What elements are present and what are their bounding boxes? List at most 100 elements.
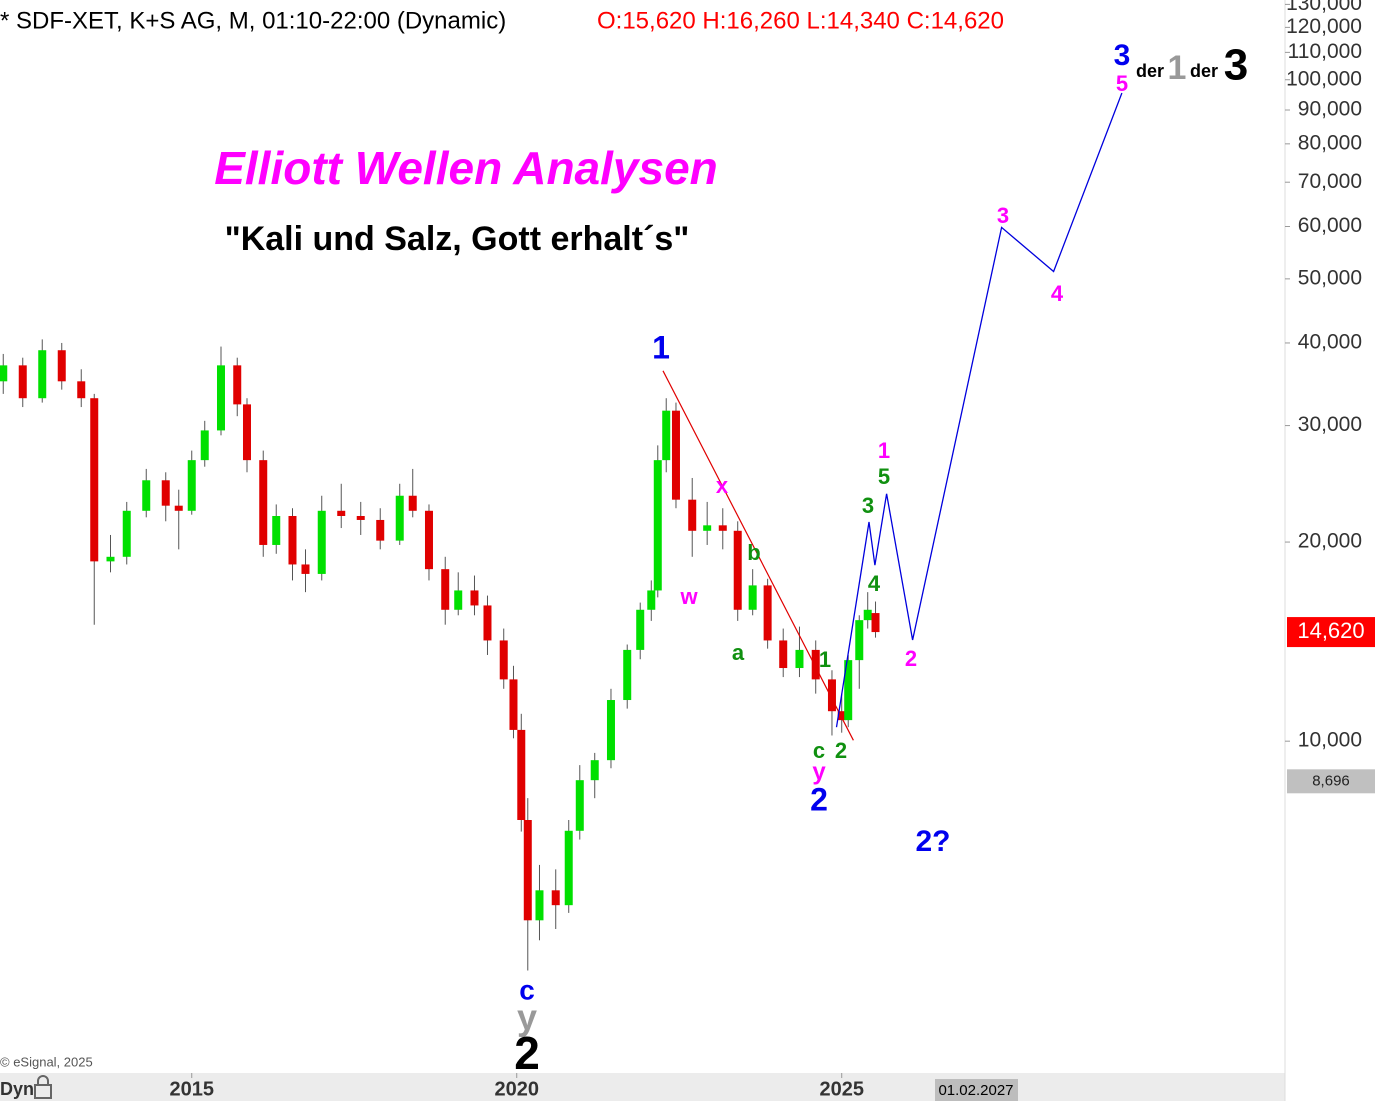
- trend-line: [662, 370, 854, 741]
- candle-body: [827, 679, 836, 712]
- header: * SDF-XET, K+S AG, M, 01:10-22:00 (Dynam…: [0, 7, 506, 34]
- candle-body: [517, 729, 526, 821]
- candle-body: [242, 404, 251, 461]
- wave-label: 1: [652, 329, 670, 365]
- candle-body: [187, 460, 196, 511]
- wave-label: y: [812, 758, 826, 785]
- wave-label: x: [716, 473, 729, 498]
- wave-label: c: [813, 738, 825, 763]
- wave-label: 2: [905, 646, 917, 671]
- candle-body: [470, 590, 479, 606]
- wave-label: der: [1136, 61, 1164, 81]
- candle-body: [408, 495, 417, 511]
- candle-body: [337, 510, 346, 516]
- wave-label: 1: [878, 438, 890, 463]
- candle-body: [38, 350, 47, 399]
- candle-body: [623, 649, 632, 701]
- y-tick-label: 10,000: [1298, 729, 1362, 752]
- candle-body: [0, 365, 8, 382]
- candle-body: [499, 640, 508, 680]
- candle-body: [688, 499, 697, 531]
- candle-body: [703, 525, 712, 531]
- cursor-date: 01.02.2027: [938, 1082, 1013, 1099]
- wave-label: 1: [1168, 49, 1187, 87]
- wave-label: 3: [1114, 39, 1131, 72]
- candle-body: [301, 564, 310, 574]
- candle-body: [454, 590, 463, 610]
- x-axis-strip: [0, 1073, 1285, 1101]
- y-tick-label: 130,000: [1286, 0, 1362, 15]
- wave-label: 3: [1224, 41, 1248, 90]
- candle-body: [122, 510, 131, 557]
- y-tick-label: 40,000: [1298, 331, 1362, 354]
- candle-body: [216, 365, 225, 431]
- cursor-date-box: [935, 1079, 1018, 1101]
- cursor-price-label: 8,696: [1312, 772, 1350, 789]
- candle-body: [142, 480, 151, 511]
- y-tick-label: 120,000: [1286, 15, 1362, 38]
- candle-body: [647, 590, 656, 610]
- candle-body: [395, 495, 404, 541]
- wave-label: w: [679, 584, 698, 609]
- x-tick-label: 2015: [169, 1078, 214, 1100]
- wave-label: 2: [810, 781, 828, 817]
- projection-line: [835, 92, 1123, 728]
- y-tick-label: 80,000: [1298, 131, 1362, 154]
- wave-label: 3: [997, 203, 1009, 228]
- candle-body: [233, 365, 242, 405]
- candle-body: [733, 530, 742, 610]
- last-price-box: [1287, 617, 1375, 648]
- last-price-label: 14,620: [1297, 618, 1364, 643]
- candle-body: [811, 649, 820, 680]
- wave-label: 4: [1051, 281, 1064, 306]
- candle-body: [376, 519, 385, 541]
- candle-body: [483, 605, 492, 641]
- candle-body: [863, 609, 872, 621]
- wave-label: a: [732, 640, 745, 665]
- candle-body: [523, 820, 532, 921]
- candle-body: [288, 515, 297, 565]
- candle-body: [575, 780, 584, 831]
- candle-body: [535, 890, 544, 921]
- wave-label: der: [1190, 61, 1218, 81]
- y-tick-label: 100,000: [1286, 67, 1362, 90]
- candle-body: [718, 525, 727, 531]
- candle-body: [90, 398, 99, 562]
- y-tick-label: 90,000: [1298, 98, 1362, 121]
- candle-body: [748, 585, 757, 610]
- candle-body: [106, 556, 115, 562]
- footer-label: Dyn: [0, 1079, 34, 1099]
- candle-body: [590, 760, 599, 781]
- x-tick-label: 2025: [819, 1078, 864, 1100]
- candle-body: [636, 609, 645, 650]
- x-tick-label: 2020: [494, 1078, 539, 1100]
- candle-body: [259, 460, 268, 545]
- wave-label: 2: [835, 738, 847, 763]
- y-tick-label: 20,000: [1298, 530, 1362, 553]
- candle-body: [57, 350, 66, 382]
- candle-body: [844, 660, 853, 721]
- wave-label: 1: [819, 647, 831, 672]
- candle-body: [795, 649, 804, 669]
- candle-body: [763, 585, 772, 641]
- candle-body: [551, 890, 560, 906]
- wave-label: c: [519, 974, 535, 1005]
- candle-body: [200, 430, 209, 461]
- y-tick-label: 50,000: [1298, 266, 1362, 289]
- candle-body: [424, 510, 433, 570]
- candle-body: [662, 410, 671, 461]
- chart-title: Elliott Wellen Analysen: [214, 142, 718, 194]
- y-tick-label: 70,000: [1298, 170, 1362, 193]
- candle-body: [272, 515, 281, 545]
- candle-body: [356, 515, 365, 520]
- candle-body: [18, 365, 27, 399]
- lock-icon: [34, 1075, 52, 1099]
- candle-body: [871, 613, 880, 633]
- copyright: © eSignal, 2025: [0, 1054, 93, 1069]
- y-tick-label: 60,000: [1298, 214, 1362, 237]
- wave-label: 5: [878, 464, 890, 489]
- wave-label: 2?: [915, 825, 950, 858]
- wave-label: 2: [514, 1027, 540, 1079]
